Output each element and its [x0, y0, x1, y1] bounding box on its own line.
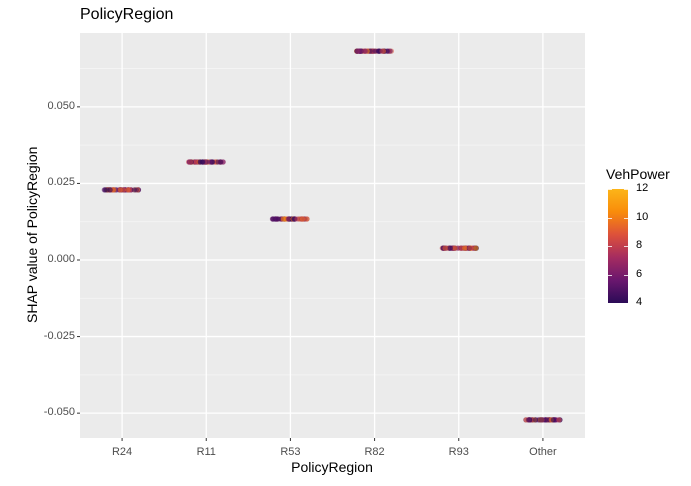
data-point	[187, 159, 193, 165]
data-point	[363, 48, 369, 54]
data-point	[532, 417, 539, 423]
y-tick-label: 0.000	[47, 253, 75, 265]
data-point	[125, 187, 131, 193]
data-point	[207, 159, 213, 165]
color-legend-bar	[608, 189, 628, 303]
legend-tick-label: 12	[636, 182, 649, 194]
data-point	[447, 245, 453, 251]
data-point	[104, 187, 110, 193]
legend-tick	[624, 303, 628, 304]
data-point	[467, 245, 473, 251]
x-tick-label: R11	[196, 446, 216, 458]
data-point	[274, 216, 280, 222]
data-point	[525, 417, 532, 423]
data-point	[539, 417, 545, 423]
legend-tick	[624, 189, 628, 190]
data-point	[300, 216, 306, 222]
legend-tick	[608, 217, 612, 219]
legend-tick	[608, 189, 612, 190]
chart-title: PolicyRegion	[80, 6, 174, 23]
x-tick-label: Other	[529, 446, 557, 458]
legend-tick	[624, 274, 628, 276]
data-point	[199, 159, 205, 165]
legend-title: VehPower	[606, 166, 670, 182]
legend-tick	[608, 274, 612, 276]
data-point	[270, 216, 276, 222]
legend-tick	[624, 246, 628, 247]
y-tick-label: -0.050	[43, 406, 75, 419]
data-point	[120, 187, 126, 193]
data-point	[550, 417, 557, 423]
data-point	[544, 417, 550, 423]
x-tick-label: R93	[448, 446, 469, 458]
data-point	[218, 159, 224, 165]
data-point	[462, 245, 468, 251]
data-point	[294, 216, 300, 222]
data-point	[556, 417, 562, 423]
legend-tick-label: 8	[636, 239, 643, 251]
data-point	[379, 48, 385, 54]
data-point	[473, 245, 479, 251]
legend-tick-label: 10	[636, 210, 649, 223]
data-point	[285, 216, 291, 222]
plot-panel	[80, 33, 585, 438]
legend-tick-label: 6	[636, 267, 643, 280]
x-tick-label: R53	[280, 446, 301, 458]
y-tick-label: -0.025	[43, 329, 75, 342]
y-tick-label: 0.050	[47, 99, 75, 112]
data-point	[452, 245, 458, 251]
legend-tick	[608, 303, 612, 304]
data-point	[355, 48, 361, 54]
y-axis-label: SHAP value of PolicyRegion	[24, 146, 40, 323]
y-tick-label: 0.025	[47, 176, 75, 189]
data-point	[442, 245, 448, 251]
legend-tick-label: 4	[636, 296, 643, 308]
data-point	[280, 216, 286, 222]
x-tick-label: R24	[111, 446, 133, 458]
x-tick-label: R82	[364, 446, 385, 458]
data-point	[304, 216, 310, 222]
x-axis-label: PolicyRegion	[291, 459, 373, 475]
data-point	[131, 187, 137, 193]
legend-tick	[608, 246, 612, 247]
legend-tick	[624, 217, 628, 219]
